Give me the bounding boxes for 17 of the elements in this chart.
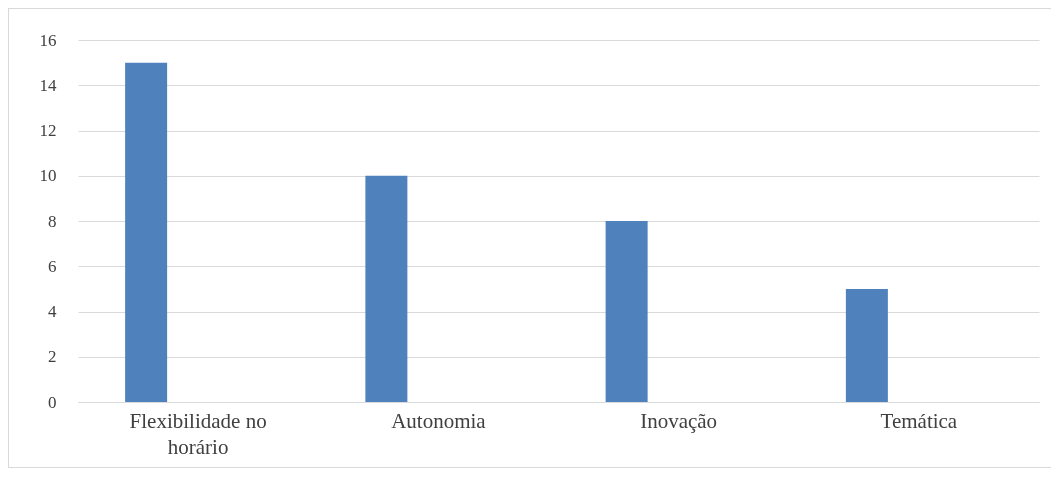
y-tick-label: 4 xyxy=(48,302,57,321)
bar xyxy=(605,221,648,402)
y-tick-label: 6 xyxy=(48,256,57,276)
y-tick-label: 10 xyxy=(39,166,57,186)
y-tick-label: 12 xyxy=(39,121,57,140)
y-tick-label: 14 xyxy=(39,75,57,95)
bar xyxy=(125,62,168,402)
y-tick-label: 2 xyxy=(48,347,57,367)
x-tick-label: Temática xyxy=(880,408,958,433)
x-tick-label: Inovação xyxy=(640,408,718,433)
bar xyxy=(365,175,408,402)
x-tick-label: Flexibilidade no horário xyxy=(129,408,267,459)
y-tick-label: 8 xyxy=(48,211,57,231)
x-tick-label: Autonomia xyxy=(391,408,487,433)
y-tick-label: 16 xyxy=(39,30,57,50)
bar xyxy=(845,288,888,402)
y-tick-label: 0 xyxy=(48,392,57,412)
